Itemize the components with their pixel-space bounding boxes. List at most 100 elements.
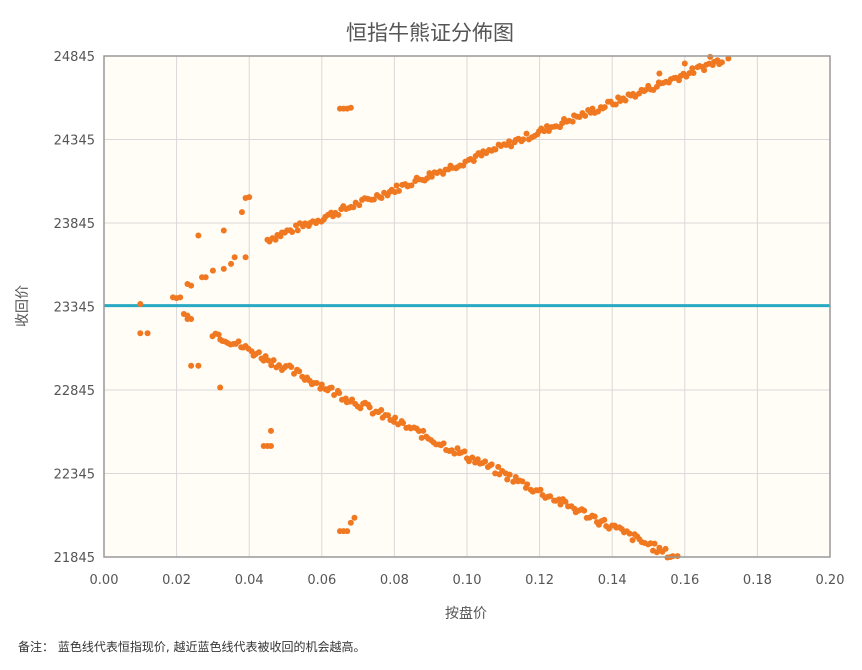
data-point bbox=[347, 104, 354, 111]
data-point bbox=[347, 519, 354, 526]
data-point bbox=[508, 143, 515, 150]
data-point bbox=[504, 476, 511, 483]
data-point bbox=[392, 414, 399, 421]
data-point bbox=[690, 70, 697, 77]
data-point bbox=[246, 194, 253, 201]
data-point bbox=[440, 440, 447, 447]
data-point bbox=[242, 254, 249, 261]
y-tick-label: 24845 bbox=[54, 50, 95, 65]
x-tick-label: 0.04 bbox=[235, 573, 264, 588]
data-point bbox=[137, 330, 144, 337]
data-point bbox=[495, 463, 502, 470]
data-point bbox=[408, 182, 415, 189]
data-point bbox=[461, 448, 468, 455]
data-point bbox=[270, 357, 277, 364]
data-point bbox=[451, 450, 458, 457]
data-point bbox=[384, 412, 391, 419]
data-point bbox=[428, 173, 435, 180]
data-point bbox=[541, 128, 548, 135]
data-point bbox=[492, 146, 499, 153]
data-point bbox=[537, 486, 544, 493]
data-point bbox=[653, 549, 660, 556]
x-axis-ticks: 0.00 0.02 0.04 0.06 0.08 0.10 0.12 0.14 0.16 0.18… bbox=[90, 573, 845, 588]
data-point bbox=[195, 362, 202, 369]
data-point bbox=[651, 540, 658, 547]
chart-title: 恒指牛熊证分佈图 bbox=[346, 21, 514, 45]
x-tick-label: 0.20 bbox=[816, 573, 845, 588]
data-point bbox=[725, 55, 732, 62]
x-tick-label: 0.02 bbox=[162, 573, 191, 588]
y-tick-label: 24345 bbox=[54, 134, 95, 149]
data-points bbox=[137, 53, 732, 561]
data-point bbox=[349, 396, 356, 403]
data-point bbox=[674, 553, 681, 560]
data-point bbox=[177, 294, 184, 301]
x-axis-label: 按盘价 bbox=[445, 605, 487, 622]
data-point bbox=[366, 404, 373, 411]
data-point bbox=[582, 112, 589, 119]
data-point bbox=[510, 478, 517, 485]
data-point bbox=[420, 427, 427, 434]
data-point bbox=[718, 59, 725, 66]
data-point bbox=[231, 254, 238, 261]
data-point bbox=[378, 407, 385, 414]
data-point bbox=[629, 537, 636, 544]
data-point bbox=[581, 507, 588, 514]
x-tick-label: 0.06 bbox=[307, 573, 336, 588]
data-point bbox=[357, 405, 364, 412]
data-point bbox=[215, 331, 222, 338]
data-point bbox=[601, 104, 608, 111]
y-tick-label: 22345 bbox=[54, 468, 95, 483]
data-point bbox=[547, 493, 554, 500]
footnote: 备注： 蓝色线代表恒指现价, 越近蓝色线代表被收回的机会越高。 bbox=[18, 640, 366, 654]
x-tick-label: 0.16 bbox=[670, 573, 699, 588]
scatter-chart: 恒指牛熊证分佈图 0.00 0.02 0.04 0.06 0.08 0.10 0.12 0.1… bbox=[15, 21, 845, 622]
x-tick-label: 0.12 bbox=[525, 573, 554, 588]
data-point bbox=[595, 108, 602, 115]
data-point bbox=[470, 157, 477, 164]
y-tick-label: 23345 bbox=[54, 301, 95, 316]
data-point bbox=[424, 175, 431, 182]
data-point bbox=[331, 391, 338, 398]
data-point bbox=[356, 202, 363, 209]
data-point bbox=[378, 195, 385, 202]
data-point bbox=[524, 481, 531, 488]
data-point bbox=[296, 368, 303, 375]
data-point bbox=[506, 138, 513, 145]
data-point bbox=[195, 232, 202, 239]
data-point bbox=[488, 461, 495, 468]
data-point bbox=[656, 70, 663, 77]
data-point bbox=[335, 211, 342, 218]
y-tick-label: 22845 bbox=[54, 384, 95, 399]
data-point bbox=[701, 67, 708, 74]
data-point bbox=[523, 130, 530, 137]
data-point bbox=[506, 471, 513, 478]
y-tick-label: 23845 bbox=[54, 217, 95, 232]
data-point bbox=[351, 514, 358, 521]
data-point bbox=[557, 501, 564, 508]
data-point bbox=[622, 97, 629, 104]
data-point bbox=[415, 428, 422, 435]
data-point bbox=[601, 516, 608, 523]
x-tick-label: 0.10 bbox=[453, 573, 482, 588]
data-point bbox=[238, 209, 245, 216]
x-tick-label: 0.08 bbox=[380, 573, 409, 588]
data-point bbox=[209, 267, 216, 274]
data-point bbox=[267, 427, 274, 434]
data-point bbox=[220, 265, 227, 272]
data-point bbox=[350, 204, 357, 211]
data-point bbox=[336, 389, 343, 396]
data-point bbox=[612, 101, 619, 108]
data-point bbox=[344, 528, 351, 535]
data-point bbox=[262, 353, 269, 360]
data-point bbox=[626, 530, 633, 537]
data-point bbox=[543, 123, 550, 130]
data-point bbox=[689, 65, 696, 72]
x-tick-label: 0.14 bbox=[598, 573, 627, 588]
data-point bbox=[520, 136, 527, 143]
x-tick-label: 0.00 bbox=[90, 573, 119, 588]
data-point bbox=[276, 362, 283, 369]
data-point bbox=[662, 545, 669, 552]
data-point bbox=[202, 274, 209, 281]
data-point bbox=[395, 187, 402, 194]
